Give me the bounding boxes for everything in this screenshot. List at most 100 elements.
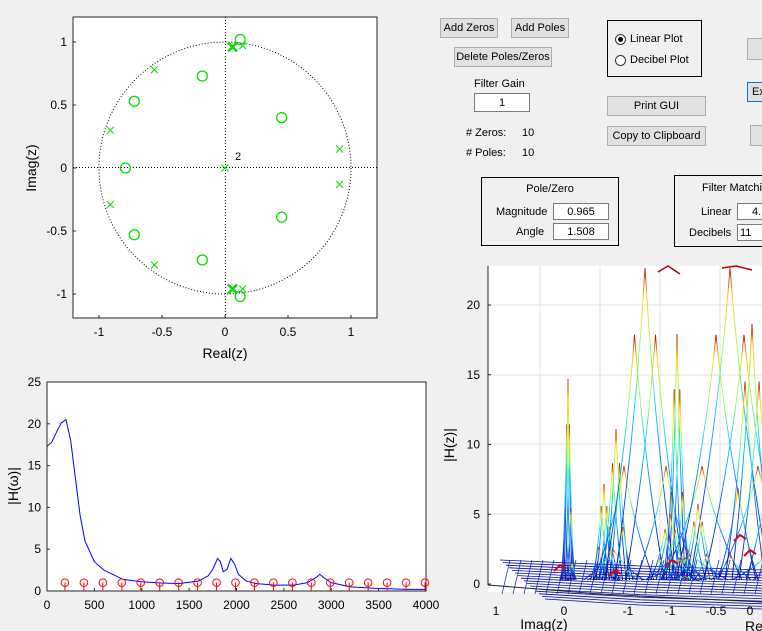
pole-zero-panel-title: Pole/Zero (526, 183, 574, 195)
pole-zero-ticks: -1 -0.5 0 0.5 1 1 0.5 0 -0.5 -1 (46, 35, 354, 339)
freq-ytick-label: 20 (28, 417, 42, 431)
pole-marker[interactable] (238, 285, 247, 293)
frequency-response-plot[interactable]: 0 500 1000 1500 2000 2500 3000 3500 4000 25 20 15 10… (0, 370, 440, 631)
frequency-axes-box (46, 381, 427, 592)
magnitude-input[interactable]: 0.965 (553, 203, 609, 220)
surface-grid (488, 266, 762, 580)
angle-label: Angle (516, 226, 545, 238)
surface-x2label: Re (745, 618, 762, 631)
pole-marker[interactable] (150, 65, 159, 74)
pz-ytick-label: 0 (60, 161, 67, 175)
magnitude-response-line (46, 418, 426, 590)
surface-ztick-label: 0 (473, 577, 480, 591)
sample-marker (174, 578, 183, 587)
decibels-label: Decibels (689, 227, 732, 239)
pz-ytick-label: 1 (60, 35, 67, 49)
pole-marker[interactable] (150, 261, 159, 269)
pole-marker[interactable] (335, 180, 344, 189)
freq-xtick-label: 1500 (176, 598, 203, 612)
linear-radio-dot-icon (615, 33, 626, 45)
surface-z-ticks: 20 15 10 5 0 (467, 298, 491, 591)
freq-ytick-label: 5 (34, 542, 41, 556)
pz-xtick-label: 1 (348, 325, 355, 339)
decibel-radio-dot-icon (615, 54, 626, 66)
zero-marker[interactable] (119, 162, 132, 174)
sample-marker (288, 578, 297, 587)
sample-marker (60, 578, 70, 587)
filter-gain-input[interactable]: 1 (474, 93, 530, 112)
zero-marker[interactable] (196, 254, 208, 266)
linear-plot-label: Linear Plot (630, 33, 683, 45)
sample-marker (344, 578, 354, 587)
sample-marker (193, 578, 202, 587)
double-pole-marker[interactable] (227, 41, 238, 53)
add-zeros-button[interactable]: Add Zeros (440, 18, 498, 38)
filter-matching-panel: Filter Matching Linear 4. Decibels 11 (674, 175, 762, 247)
pz-xlabel: Real(z) (202, 345, 247, 361)
surface-x-ticks: 1 0 -1 -1 -0.5 0 (493, 604, 754, 618)
pz-ylabel: Imag(z) (23, 144, 39, 191)
pz-ytick-label: -0.5 (46, 224, 67, 238)
right-button-1[interactable] (747, 38, 762, 60)
pole-marker[interactable] (221, 164, 229, 172)
pz-xtick-label: 0.5 (280, 325, 297, 339)
pole-marker[interactable] (335, 145, 344, 153)
decibels-input[interactable]: 11 (737, 224, 762, 241)
freq-xtick-label: 500 (84, 598, 104, 612)
double-pole-marker[interactable] (227, 283, 238, 295)
pole-zero-plot[interactable]: -1 -0.5 0 0.5 1 1 0.5 0 -0.5 -1 2 Real(z) Imag(z) (0, 0, 420, 370)
zero-marker[interactable] (234, 33, 246, 46)
zero-marker[interactable] (196, 70, 208, 82)
pole-zero-panel: Pole/Zero Magnitude 0.965 Angle 1.508 (481, 177, 619, 246)
poles-count-value: 10 (522, 147, 535, 159)
zeros-count-value: 10 (522, 127, 535, 139)
linear-plot-radio[interactable]: Linear Plot (615, 33, 683, 45)
decibel-plot-radio[interactable]: Decibel Plot (615, 54, 689, 66)
pz-xtick-label: 0 (222, 325, 229, 339)
decibel-plot-label: Decibel Plot (630, 54, 689, 66)
pole-marker[interactable] (238, 41, 247, 50)
surface-ztick-label: 10 (467, 438, 481, 452)
sample-marker (325, 578, 335, 587)
zero-marker[interactable] (128, 229, 140, 241)
pole-marker[interactable] (106, 126, 115, 135)
freq-ytick-label: 0 (34, 584, 41, 598)
sample-marker (79, 578, 89, 587)
pz-ytick-label: -1 (56, 287, 67, 301)
unit-circle (98, 41, 352, 295)
surface-xtick-label: 1 (493, 604, 500, 618)
delete-poles-zeros-button[interactable]: Delete Poles/Zeros (454, 47, 552, 67)
copy-to-clipboard-button[interactable]: Copy to Clipboard (607, 126, 706, 146)
zero-marker[interactable] (276, 211, 288, 223)
pz-xtick-label: -0.5 (152, 325, 173, 339)
pole-marker[interactable] (106, 200, 115, 209)
sample-marker (307, 578, 316, 587)
freq-xtick-label: 3000 (318, 598, 345, 612)
linear-input[interactable]: 4. (737, 203, 762, 220)
print-gui-button[interactable]: Print GUI (607, 96, 706, 116)
sample-marker (420, 578, 430, 587)
surface-xtick-label: -1 (623, 604, 634, 618)
right-button-3[interactable] (750, 125, 762, 146)
magnitude-label: Magnitude (496, 206, 548, 218)
angle-input[interactable]: 1.508 (553, 223, 609, 240)
add-poles-button[interactable]: Add Poles (511, 18, 569, 38)
right-button-2[interactable]: Ex (747, 82, 762, 102)
zero-marker[interactable] (128, 95, 140, 107)
sample-marker (155, 578, 164, 587)
frequency-sample-stems (60, 578, 430, 591)
plot-type-group: Linear Plot Decibel Plot (607, 20, 702, 77)
surface-xtick-label: 0 (561, 604, 568, 618)
freq-ylabel: |H(ω)| (5, 467, 21, 505)
surface-base-axis (487, 584, 762, 603)
freq-ytick-label: 15 (28, 459, 42, 473)
zero-marker[interactable] (276, 111, 288, 124)
surface-xtick-label: 0 (747, 604, 754, 618)
double-pole-annotation: 2 (235, 151, 241, 163)
sample-marker (212, 578, 221, 587)
surface-mesh (499, 265, 762, 610)
poles-count-label: # Poles: (466, 147, 506, 159)
freq-xtick-label: 4000 (413, 598, 440, 612)
sample-marker (250, 578, 259, 587)
